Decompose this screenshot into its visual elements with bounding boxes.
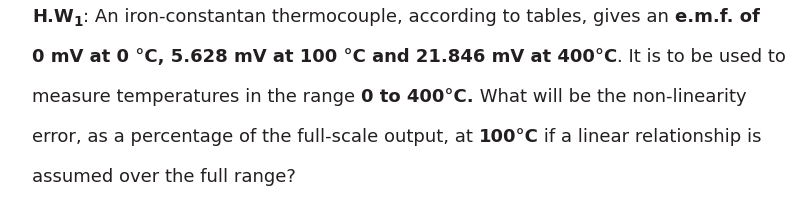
Text: 1: 1 — [74, 15, 83, 29]
Text: if a linear relationship is: if a linear relationship is — [538, 128, 762, 146]
Text: assumed over the full range?: assumed over the full range? — [32, 168, 296, 186]
Text: H.W: H.W — [32, 8, 74, 26]
Text: e.m.f. of: e.m.f. of — [674, 8, 760, 26]
Text: 0 to 400°C.: 0 to 400°C. — [361, 88, 474, 106]
Text: error, as a percentage of the full-scale output, at: error, as a percentage of the full-scale… — [32, 128, 478, 146]
Text: 0 mV at 0 °C, 5.628 mV at 100 °C and 21.846 mV at 400°C: 0 mV at 0 °C, 5.628 mV at 100 °C and 21.… — [32, 48, 618, 66]
Text: What will be the non-linearity: What will be the non-linearity — [474, 88, 746, 106]
Text: . It is to be used to: . It is to be used to — [618, 48, 786, 66]
Text: 100°C: 100°C — [478, 128, 538, 146]
Text: measure temperatures in the range: measure temperatures in the range — [32, 88, 361, 106]
Text: : An iron-constantan thermocouple, according to tables, gives an: : An iron-constantan thermocouple, accor… — [83, 8, 674, 26]
